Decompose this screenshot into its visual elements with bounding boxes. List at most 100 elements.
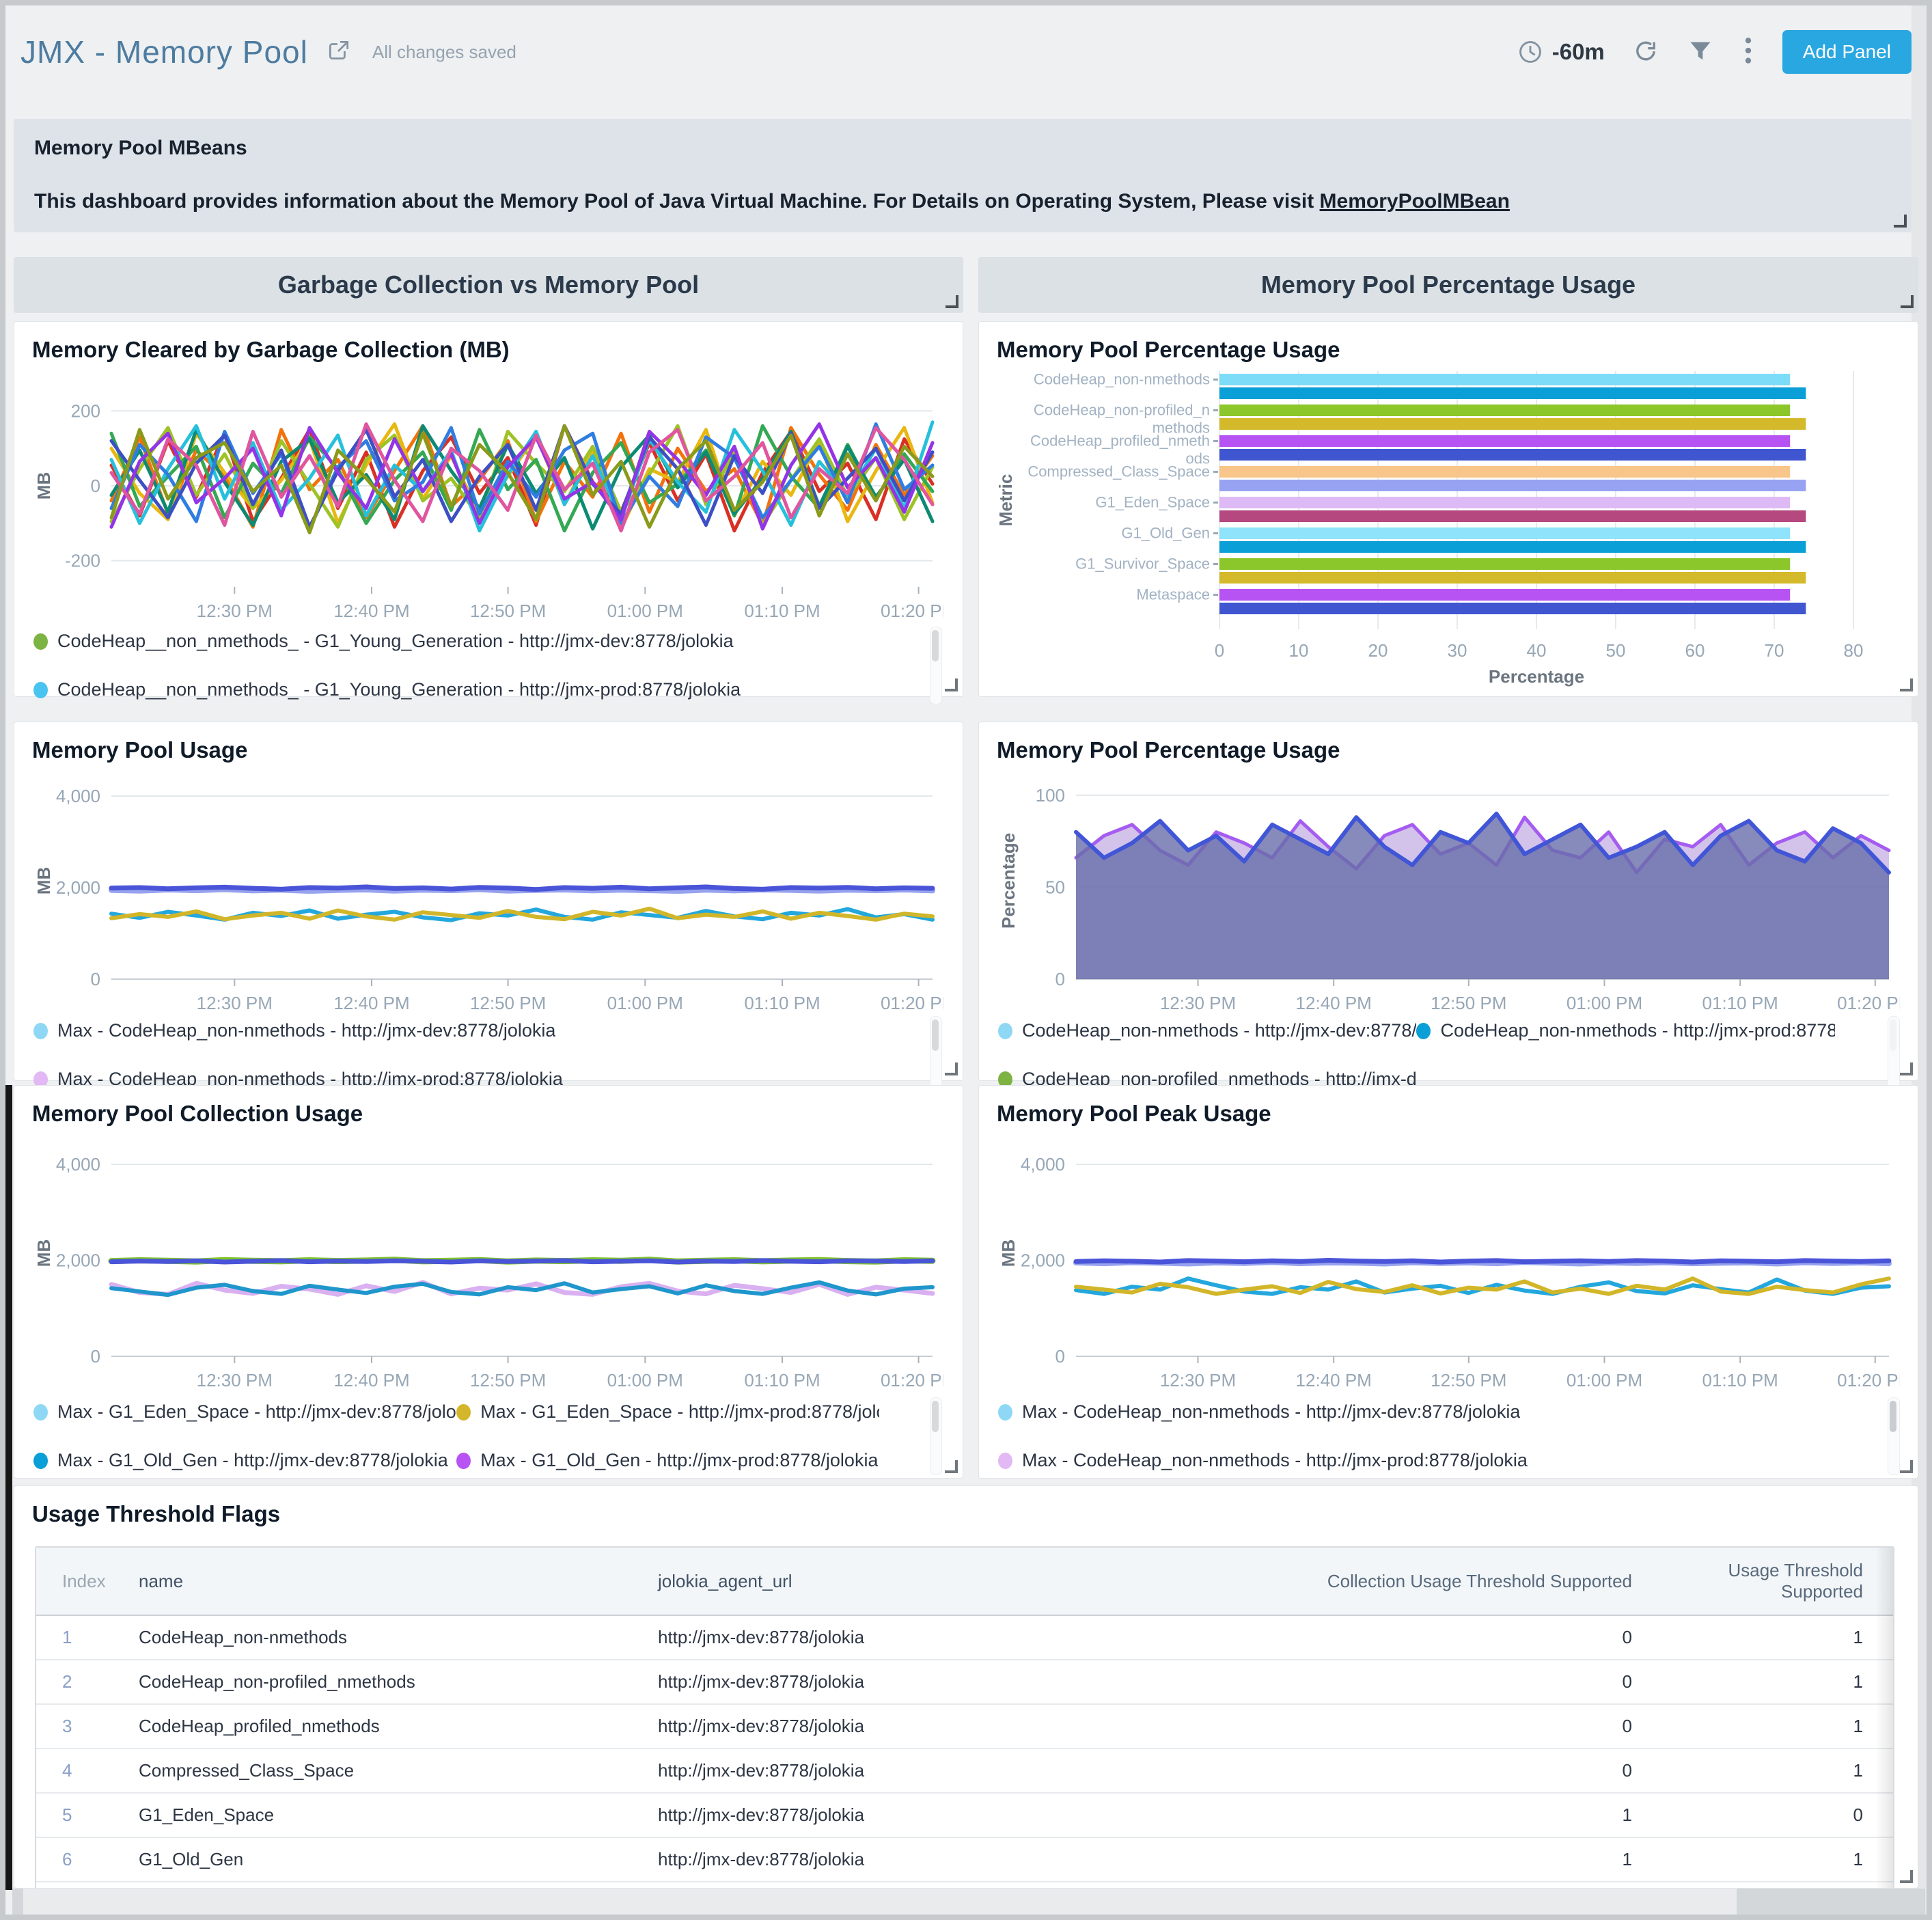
- legend-scrollbar-thumb[interactable]: [932, 630, 939, 661]
- browser-tab-sliver: [250, 0, 268, 4]
- page-horizontal-scrollbar[interactable]: [12, 1889, 1925, 1915]
- table-cell: 7: [36, 1882, 132, 1888]
- panel-resize-handle[interactable]: [945, 1460, 958, 1473]
- legend-label: CodeHeap_non-nmethods - http://jmx-prod:…: [1440, 1020, 1834, 1041]
- percentage-usage-bar-chart[interactable]: 0 10 20 30 40 50 60 70 80 CodeHeap_non-nmethods Co…: [994, 367, 1901, 688]
- table-cell: 5: [36, 1793, 132, 1838]
- legend-item[interactable]: CodeHeap__non_nmethods_ - G1_Young_Gener…: [33, 679, 915, 700]
- table-cell: 1: [1662, 1837, 1893, 1882]
- memory-pool-usage-chart[interactable]: 4,000 2,000 0 12:30 PM 12:40 PM 12:50 PM 01:00…: [29, 773, 943, 1013]
- svg-text:12:50 PM: 12:50 PM: [470, 1370, 546, 1390]
- column-header[interactable]: Collection Usage Threshold Supported: [1252, 1548, 1662, 1616]
- svg-text:Metaspace: Metaspace: [1136, 586, 1210, 603]
- refresh-icon[interactable]: [1632, 37, 1659, 68]
- legend-item[interactable]: Max - CodeHeap_non-nmethods - http://jmx…: [33, 1020, 915, 1041]
- svg-text:40: 40: [1527, 640, 1547, 661]
- kebab-menu-icon[interactable]: [1741, 36, 1755, 69]
- table-cell: 1: [1252, 1882, 1662, 1888]
- svg-text:01:00 PM: 01:00 PM: [607, 1370, 683, 1390]
- svg-text:12:50 PM: 12:50 PM: [470, 601, 546, 621]
- svg-text:20: 20: [1368, 640, 1388, 661]
- svg-text:Metric: Metric: [995, 474, 1016, 527]
- legend-scrollbar[interactable]: [930, 1016, 942, 1094]
- svg-text:01:20 PM: 01:20 PM: [881, 1370, 943, 1390]
- legend-item[interactable]: CodeHeap_non-nmethods - http://jmx-prod:…: [1416, 1020, 1835, 1041]
- table-cell: 0: [1662, 1793, 1893, 1838]
- svg-text:12:40 PM: 12:40 PM: [333, 993, 409, 1013]
- table-cell: 0: [1662, 1882, 1893, 1888]
- legend-item[interactable]: CodeHeap__non_nmethods_ - G1_Young_Gener…: [33, 631, 915, 652]
- legend-scrollbar[interactable]: [930, 1397, 942, 1475]
- svg-text:01:00 PM: 01:00 PM: [1567, 1370, 1642, 1390]
- svg-text:12:40 PM: 12:40 PM: [1296, 993, 1372, 1013]
- svg-text:50: 50: [1606, 640, 1626, 661]
- svg-text:0: 0: [1055, 1346, 1065, 1367]
- panel-resize-handle[interactable]: [1900, 1460, 1913, 1473]
- chart-title: Memory Pool Peak Usage: [997, 1101, 1271, 1126]
- legend-item[interactable]: CodeHeap_non-nmethods - http://jmx-dev:8…: [998, 1020, 1416, 1041]
- panel-resize-handle[interactable]: [1900, 678, 1913, 691]
- legend-scrollbar-thumb[interactable]: [1890, 1401, 1896, 1432]
- filter-icon[interactable]: [1687, 37, 1714, 68]
- svg-text:2,000: 2,000: [1021, 1250, 1065, 1271]
- panel-resize-handle[interactable]: [1901, 295, 1914, 308]
- add-panel-button[interactable]: Add Panel: [1782, 30, 1912, 74]
- collection-usage-chart[interactable]: 4,000 2,000 0 12:30 PM 12:40 PM 12:50 PM 01:00…: [29, 1140, 943, 1390]
- legend-scrollbar[interactable]: [1888, 1397, 1900, 1475]
- percentage-usage-area-chart[interactable]: 100 50 0 12:30 PM 12:40 PM 12:50 PM 01:00 PM 01…: [994, 773, 1900, 1013]
- time-range-control[interactable]: -60m: [1517, 38, 1605, 66]
- peak-usage-chart[interactable]: 4,000 2,000 0 12:30 PM 12:40 PM 12:50 PM 01:00…: [994, 1140, 1900, 1390]
- svg-text:01:10 PM: 01:10 PM: [1702, 1370, 1778, 1390]
- column-header[interactable]: name: [132, 1548, 651, 1616]
- legend-scrollbar-thumb[interactable]: [932, 1401, 939, 1432]
- chart-legend: Max - CodeHeap_non-nmethods - http://jmx…: [998, 1401, 1870, 1498]
- threshold-table: Index name jolokia_agent_url Collection Usa…: [36, 1548, 1893, 1888]
- memorypoolmbean-link[interactable]: MemoryPoolMBean: [1319, 190, 1510, 212]
- legend-item[interactable]: Max - G1_Eden_Space - http://jmx-dev:877…: [33, 1401, 456, 1423]
- section-header-gc-vs-memory-pool: Garbage Collection vs Memory Pool: [14, 257, 963, 313]
- legend-scrollbar-thumb[interactable]: [1890, 1019, 1896, 1051]
- legend-item[interactable]: Max - CodeHeap_non-nmethods - http://jmx…: [998, 1450, 1870, 1471]
- horizontal-scrollbar-thumb[interactable]: [23, 1889, 1737, 1915]
- legend-label: Max - CodeHeap_non-nmethods - http://jmx…: [57, 1020, 556, 1041]
- svg-text:01:20 PM: 01:20 PM: [1837, 1370, 1900, 1390]
- panel-resize-handle[interactable]: [1894, 215, 1907, 228]
- panel-resize-handle[interactable]: [945, 678, 958, 691]
- column-header[interactable]: Index: [36, 1548, 132, 1616]
- time-range-value: -60m: [1551, 39, 1605, 64]
- legend-swatch: [33, 681, 48, 698]
- table-cell: 2: [36, 1660, 132, 1705]
- column-header[interactable]: Usage Threshold Supported: [1662, 1548, 1893, 1616]
- chart-title: Memory Cleared by Garbage Collection (MB…: [32, 337, 510, 362]
- svg-text:CodeHeap_profiled_nmeth: CodeHeap_profiled_nmeth: [1030, 433, 1210, 450]
- table-cell: CodeHeap_profiled_nmethods: [132, 1704, 651, 1749]
- column-header[interactable]: jolokia_agent_url: [651, 1548, 1252, 1616]
- legend-item[interactable]: Max - G1_Eden_Space - http://jmx-prod:87…: [456, 1401, 879, 1423]
- svg-text:0: 0: [91, 1346, 100, 1367]
- legend-label: CodeHeap_non-nmethods - http://jmx-dev:8…: [1022, 1020, 1417, 1041]
- chart-title: Memory Pool Percentage Usage: [997, 737, 1340, 763]
- gc-line-chart[interactable]: 200 0 -200 12:30 PM 12:40 PM 12:50 PM 01:00 PM…: [29, 375, 943, 621]
- legend-swatch: [998, 1403, 1012, 1421]
- panel-resize-handle[interactable]: [1900, 1870, 1913, 1883]
- legend-item[interactable]: Max - G1_Old_Gen - http://jmx-prod:8778/…: [456, 1450, 879, 1471]
- svg-text:80: 80: [1844, 640, 1864, 661]
- table-cell: 0: [1252, 1748, 1662, 1794]
- panel-resize-handle[interactable]: [946, 295, 958, 308]
- table-row: 2 CodeHeap_non-profiled_nmethods http://jm…: [36, 1660, 1893, 1705]
- svg-text:CodeHeap_non-profiled_n: CodeHeap_non-profiled_n: [1034, 402, 1210, 419]
- share-dashboard-icon[interactable]: [326, 38, 352, 67]
- svg-text:ods: ods: [1186, 450, 1210, 467]
- table-cell: 1: [1662, 1704, 1893, 1749]
- svg-text:12:50 PM: 12:50 PM: [1431, 1370, 1506, 1390]
- legend-label: CodeHeap__non_nmethods_ - G1_Young_Gener…: [57, 631, 734, 651]
- header-toolbar: -60m Add Panel: [1517, 30, 1912, 74]
- threshold-table-container: Index name jolokia_agent_url Collection Usa…: [35, 1546, 1894, 1888]
- legend-item[interactable]: Max - G1_Old_Gen - http://jmx-dev:8778/j…: [33, 1450, 456, 1471]
- panel-resize-handle[interactable]: [945, 1062, 958, 1075]
- legend-scrollbar[interactable]: [930, 627, 942, 704]
- legend-scrollbar-thumb[interactable]: [932, 1019, 939, 1051]
- legend-scrollbar[interactable]: [1888, 1016, 1900, 1094]
- legend-item[interactable]: Max - CodeHeap_non-nmethods - http://jmx…: [998, 1401, 1870, 1423]
- panel-resize-handle[interactable]: [1900, 1062, 1913, 1075]
